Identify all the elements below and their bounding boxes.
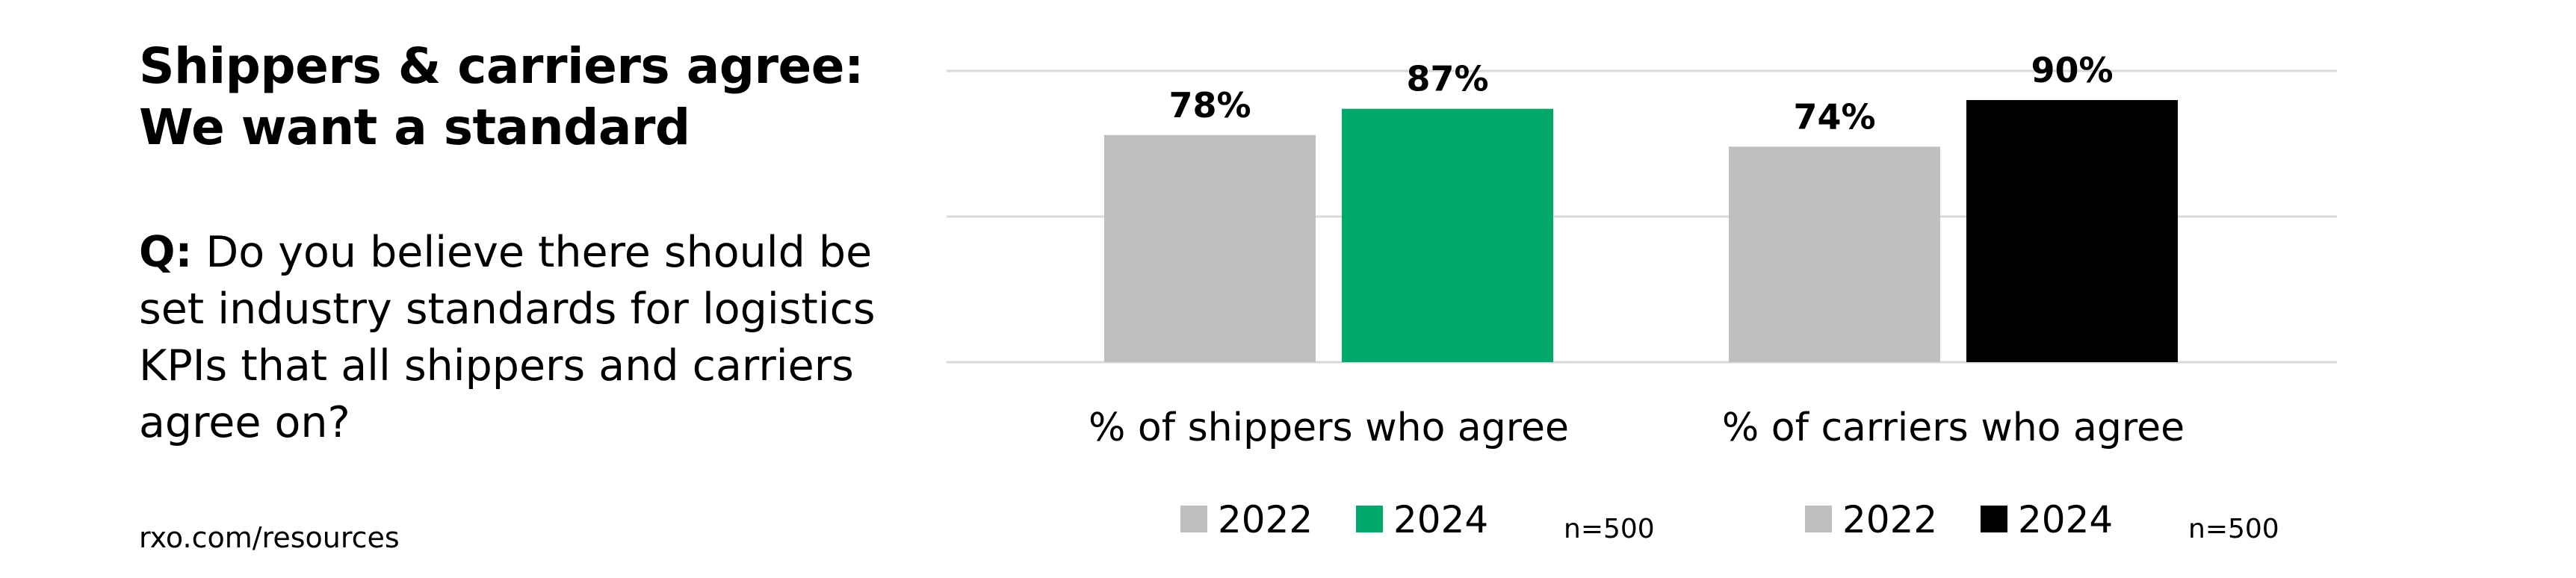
legend-swatch: [1180, 506, 1207, 532]
bar-2024: [1342, 108, 1553, 362]
sample-size: n=500: [1564, 514, 1655, 544]
legend-label: 2022: [1842, 498, 1937, 541]
legend-swatch: [1805, 506, 1832, 532]
title-line: Shippers & carriers agree:: [139, 37, 864, 95]
bar-2022: [1104, 134, 1316, 363]
category-label: % of carriers who agree: [1722, 405, 2185, 450]
survey-question: Q: Do you believe there should be set in…: [139, 224, 923, 451]
bar-2024: [1966, 100, 2178, 362]
legend-swatch: [1981, 506, 2007, 532]
sample-size: n=500: [2188, 514, 2279, 544]
legend-label: 2024: [1393, 498, 1488, 541]
category-label: % of shippers who agree: [1089, 405, 1569, 450]
data-label: 90%: [2031, 50, 2113, 90]
data-label: 78%: [1168, 85, 1251, 125]
question-prefix: Q:: [139, 228, 193, 277]
title-line: We want a standard: [139, 99, 690, 156]
data-label: 87%: [1406, 59, 1488, 99]
legend-swatch: [1356, 506, 1383, 532]
legend-label: 2024: [2018, 498, 2113, 541]
source-link[interactable]: rxo.com/resources: [139, 521, 400, 554]
bar-2022: [1729, 146, 1940, 362]
chart-title: Shippers & carriers agree: We want a sta…: [139, 36, 864, 158]
legend-label: 2022: [1218, 498, 1313, 541]
question-text: Do you believe there should be set indus…: [139, 228, 876, 447]
data-label: 74%: [1793, 96, 1875, 137]
